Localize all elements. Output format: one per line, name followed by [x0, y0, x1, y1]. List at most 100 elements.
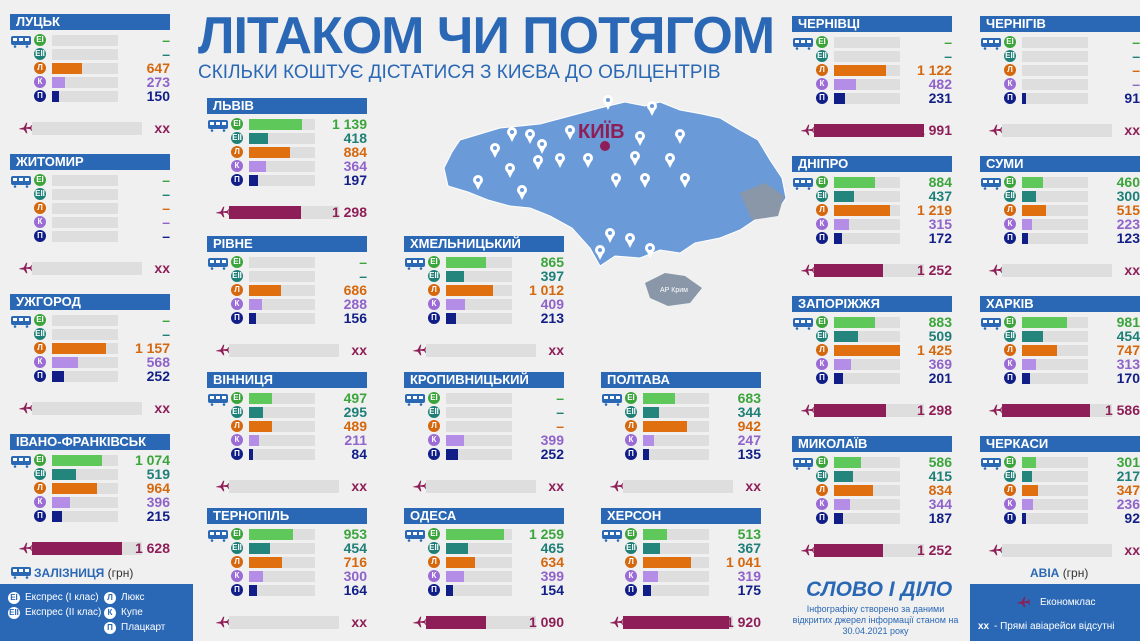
value-p: 164 — [343, 582, 367, 598]
air-bar — [814, 404, 886, 417]
plane-icon — [410, 615, 428, 634]
footer-logo: СЛОВО І ДІЛО — [806, 578, 953, 601]
badge-e1: ЕІ — [428, 256, 440, 268]
bar-track — [834, 513, 900, 524]
fare-row-e1: ЕІ 953 — [207, 527, 367, 541]
bar-l — [249, 421, 272, 432]
badge-p: П — [1004, 512, 1016, 524]
city-card: ЖИТОМИР ЕІ – ЕІІ – Л – К – П – хх — [10, 154, 170, 279]
bar-p — [834, 233, 842, 244]
badge-l: Л — [34, 62, 46, 74]
legend-label-p: Плацкарт — [121, 622, 166, 633]
bar-track — [643, 543, 709, 554]
legend-badge-e1: ЕІ — [8, 592, 20, 604]
badge-l: Л — [231, 146, 243, 158]
fare-row-p: П 187 — [792, 511, 952, 525]
badge-e2: ЕІІ — [34, 468, 46, 480]
fare-row-e2: ЕІІ 300 — [980, 189, 1140, 203]
city-header: ТЕРНОПІЛЬ — [207, 508, 367, 524]
value-p: 170 — [1116, 370, 1140, 386]
fare-row-p: П 252 — [404, 446, 564, 462]
bar-track — [52, 315, 118, 326]
bar-k — [446, 299, 465, 310]
bar-track — [1022, 191, 1088, 202]
bar-p — [643, 585, 651, 596]
bar-track — [52, 63, 118, 74]
train-icon — [601, 529, 623, 547]
value-p: 252 — [540, 446, 564, 462]
air-track — [426, 344, 536, 357]
air-value: хх — [548, 478, 564, 494]
bar-track — [249, 393, 315, 404]
badge-e1: ЕІ — [34, 454, 46, 466]
plane-icon — [798, 543, 816, 562]
value-e2: 344 — [737, 404, 761, 420]
bar-track — [52, 175, 118, 186]
bar-e1 — [1022, 457, 1036, 468]
fare-row-p: П 123 — [980, 231, 1140, 245]
fare-row-k: К 399 — [404, 433, 564, 447]
fare-row-p: П 175 — [601, 583, 761, 597]
badge-e1: ЕІ — [1004, 316, 1016, 328]
rail-legend-title: ЗАЛІЗНИЦЯ — [34, 566, 105, 580]
air-row: 1 920 — [601, 614, 761, 630]
bar-track — [52, 497, 118, 508]
map-pin-icon — [507, 127, 517, 142]
city-card: ЧЕРНІГІВ ЕІ – ЕІІ – Л – К – П 91 хх — [980, 16, 1140, 141]
bar-track — [52, 49, 118, 60]
fare-row-k: К 399 — [404, 569, 564, 583]
air-track — [32, 262, 142, 275]
city-header: УЖГОРОД — [10, 294, 170, 310]
badge-e2: ЕІІ — [1004, 190, 1016, 202]
fare-row-e2: ЕІІ – — [10, 327, 170, 341]
fare-row-e1: ЕІ – — [404, 390, 564, 406]
plane-icon — [986, 123, 1004, 142]
city-card: УЖГОРОД ЕІ – ЕІІ – Л 1 157 К 568 П 252 хх — [10, 294, 170, 419]
value-e1: – — [556, 390, 564, 406]
fare-row-e2: ЕІІ 344 — [601, 404, 761, 420]
badge-e1: ЕІ — [231, 528, 243, 540]
fare-row-e1: ЕІ – — [980, 35, 1140, 49]
bar-k — [1022, 499, 1033, 510]
badge-l: Л — [231, 556, 243, 568]
badge-e2: ЕІІ — [625, 542, 637, 554]
fare-row-l: Л 747 — [980, 343, 1140, 357]
value-p: 92 — [1124, 510, 1140, 526]
bar-p — [446, 313, 456, 324]
bar-e1 — [1022, 177, 1043, 188]
badge-e2: ЕІІ — [428, 542, 440, 554]
badge-e1: ЕІ — [1004, 36, 1016, 48]
air-row: 1 252 — [792, 263, 952, 277]
air-legend: Економклас хх - Прямі авіарейси відсутні — [970, 584, 1140, 641]
bar-p — [249, 175, 258, 186]
bar-l — [249, 557, 282, 568]
bar-k — [249, 571, 263, 582]
air-bar — [229, 206, 301, 219]
value-k: 273 — [146, 74, 170, 90]
bar-track — [1022, 51, 1088, 62]
fare-row-l: Л 1 122 — [792, 63, 952, 77]
value-p: 154 — [540, 582, 564, 598]
bar-e1 — [249, 529, 293, 540]
air-value: 1 920 — [725, 614, 761, 630]
air-track — [32, 122, 142, 135]
badge-p: П — [34, 230, 46, 242]
value-p: 252 — [146, 368, 170, 384]
city-header: КРОПИВНИЦЬКИЙ — [404, 372, 564, 388]
badge-l: Л — [816, 344, 828, 356]
bar-p — [834, 93, 845, 104]
city-header: ВІННИЦЯ — [207, 372, 367, 388]
fare-row-e2: ЕІІ 397 — [404, 269, 564, 283]
bar-track — [1022, 499, 1088, 510]
badge-k: К — [428, 298, 440, 310]
badge-k: К — [34, 216, 46, 228]
fare-row-k: К 247 — [601, 433, 761, 447]
bar-track — [834, 373, 900, 384]
fare-row-e1: ЕІ 883 — [792, 315, 952, 329]
fare-row-p: П 156 — [207, 311, 367, 325]
fare-row-p: П 172 — [792, 231, 952, 245]
city-card: ЧЕРКАСИ ЕІ 301 ЕІІ 217 Л 347 К 236 П 92 хх — [980, 436, 1140, 561]
air-row: 1 090 — [404, 615, 564, 629]
air-value: 1 298 — [916, 402, 952, 418]
map-pin-icon — [555, 153, 565, 168]
